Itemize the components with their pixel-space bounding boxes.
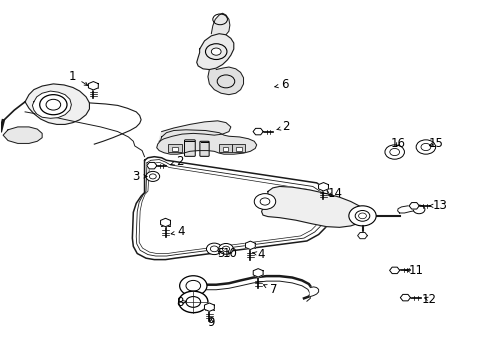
Polygon shape [157,130,256,154]
Circle shape [415,140,435,154]
Bar [253,273,262,276]
Text: 9: 9 [207,316,215,329]
Polygon shape [88,81,98,90]
Bar [204,307,213,310]
Polygon shape [397,206,420,213]
Circle shape [218,243,233,254]
Text: 2: 2 [170,155,183,168]
Text: 1: 1 [69,69,87,85]
Polygon shape [310,287,318,297]
Text: 11: 11 [405,264,423,277]
Bar [245,245,254,248]
Text: 10: 10 [222,247,237,260]
Text: 16: 16 [390,137,405,150]
Polygon shape [253,269,263,277]
Bar [218,144,232,152]
Polygon shape [196,34,233,69]
Bar [161,222,169,226]
Text: 8: 8 [176,296,186,309]
Bar [89,86,98,89]
Polygon shape [211,13,229,35]
Circle shape [178,291,207,313]
Polygon shape [400,294,409,301]
Bar [231,144,245,152]
Polygon shape [159,121,230,141]
FancyBboxPatch shape [200,141,209,156]
Text: 4: 4 [252,248,265,261]
Bar [222,147,228,151]
Text: 14: 14 [326,187,342,200]
Polygon shape [408,203,418,209]
Text: 6: 6 [274,78,287,91]
Bar [235,147,241,151]
Text: 7: 7 [263,283,277,296]
Polygon shape [261,186,365,227]
Circle shape [206,243,222,255]
Text: 5: 5 [217,247,224,260]
Text: 3: 3 [132,170,147,183]
Text: 2: 2 [276,121,289,134]
Circle shape [46,99,61,110]
FancyBboxPatch shape [184,140,195,156]
Polygon shape [32,91,71,118]
Text: 15: 15 [427,137,442,150]
Circle shape [254,194,275,210]
Circle shape [211,48,221,55]
Polygon shape [132,157,329,260]
Polygon shape [204,303,214,311]
Text: 13: 13 [429,199,447,212]
Polygon shape [318,183,328,191]
Circle shape [358,213,366,219]
Polygon shape [207,67,243,95]
Bar [319,187,327,189]
Bar [172,147,178,151]
Polygon shape [160,218,170,227]
Polygon shape [3,127,42,143]
Circle shape [384,145,404,159]
Bar [168,144,182,152]
Text: 4: 4 [171,225,184,238]
Circle shape [146,171,159,181]
Circle shape [348,206,375,226]
Polygon shape [146,162,157,169]
Polygon shape [357,233,366,239]
Polygon shape [25,84,89,125]
Circle shape [412,205,424,214]
Text: 12: 12 [421,293,435,306]
Polygon shape [245,241,255,249]
Polygon shape [389,267,399,274]
Circle shape [179,276,206,296]
Polygon shape [253,129,263,135]
